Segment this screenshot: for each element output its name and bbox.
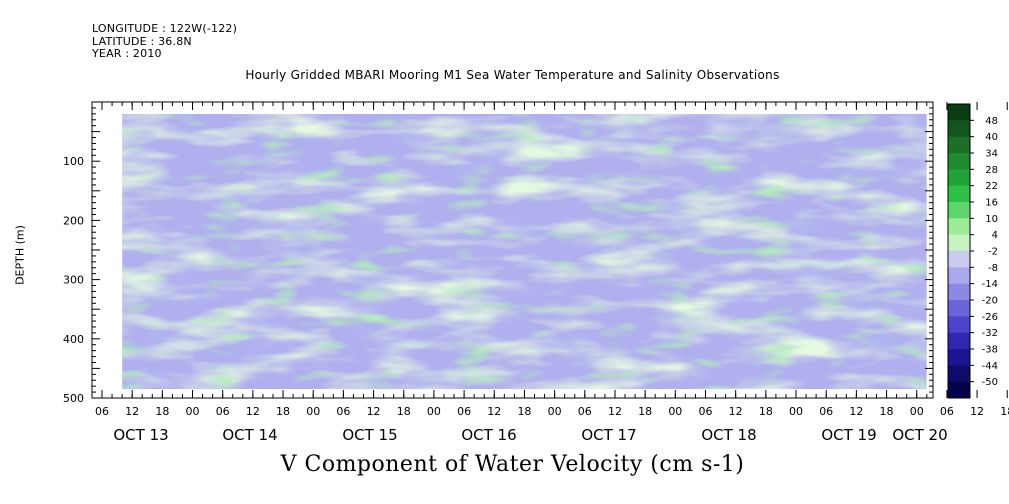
colorbar-label: 34 (985, 149, 998, 160)
colorbar-swatch (948, 120, 970, 138)
x-date-label: OCT 16 (461, 426, 516, 444)
quantity-label-row: V Component of Water Velocity (cm s-1) (0, 452, 1009, 477)
x-date-label: OCT 17 (581, 426, 636, 444)
colorbar-swatch (948, 349, 970, 366)
colorbar-swatch (948, 202, 970, 219)
x-date-label: OCT 13 (113, 426, 168, 444)
colorbar-swatch (948, 169, 970, 187)
x-date-label: OCT 20 (892, 426, 947, 444)
colorbar-swatch (948, 332, 970, 350)
colorbar-label: 28 (985, 165, 998, 176)
colorbar-label: -14 (982, 279, 998, 290)
colorbar-label: -38 (982, 345, 998, 356)
colorbar-swatch (948, 300, 970, 317)
x-hour-tick-label: 12 (970, 405, 984, 418)
x-hour-tick-label: 18 (397, 405, 411, 418)
latitude-label: LATITUDE : 36.8N (92, 34, 192, 48)
chart-title-row: Hourly Gridded MBARI Mooring M1 Sea Wate… (0, 68, 1009, 82)
contour-field (122, 113, 927, 390)
colorbar-swatch (948, 283, 970, 301)
colorbar-swatch (948, 381, 970, 399)
colorbar-swatch (948, 234, 970, 252)
x-hour-tick-label: 06 (940, 405, 954, 418)
metadata-block: LONGITUDE : 122W(-122) LATITUDE : 36.8N … (92, 22, 238, 61)
x-date-label: OCT 18 (701, 426, 756, 444)
colorbar-swatch (948, 104, 970, 121)
colorbar-swatch (948, 267, 970, 285)
colorbar-label: 16 (985, 198, 998, 209)
y-tick-label: 400 (63, 333, 84, 346)
x-hour-tick-label: 12 (608, 405, 622, 418)
y-tick-label: 300 (63, 274, 84, 287)
x-hour-tick-label: 06 (216, 405, 230, 418)
x-hour-tick-label: 06 (699, 405, 713, 418)
chart-title: Hourly Gridded MBARI Mooring M1 Sea Wate… (245, 68, 780, 82)
colorbar-label: 40 (985, 132, 998, 143)
longitude-label: LONGITUDE : 122W(-122) (92, 22, 238, 35)
x-date-label: OCT 14 (222, 426, 277, 444)
x-hour-tick-label: 00 (789, 405, 803, 418)
x-date-label: OCT 19 (821, 426, 876, 444)
colorbar-swatch (948, 153, 970, 170)
y-tick-label: 100 (63, 155, 84, 168)
y-tick-label: 200 (63, 214, 84, 227)
x-hour-tick-label: 18 (155, 405, 169, 418)
x-hour-tick-label: 18 (759, 405, 773, 418)
colorbar-label: 48 (985, 116, 998, 127)
x-hour-tick-label: 06 (95, 405, 109, 418)
colorbar-label: -32 (982, 328, 998, 339)
colorbar-swatch (948, 185, 970, 203)
x-hour-tick-label: 00 (668, 405, 682, 418)
colorbar-swatch (948, 218, 970, 236)
colorbar-label: -20 (982, 296, 998, 307)
x-hour-tick-label: 00 (186, 405, 200, 418)
colorbar-label: -8 (988, 263, 998, 274)
quantity-label: V Component of Water Velocity (cm s-1) (280, 452, 745, 477)
colorbar-label: -44 (982, 361, 998, 372)
x-hour-tick-label: 18 (880, 405, 894, 418)
x-hour-tick-label: 12 (367, 405, 381, 418)
year-label: YEAR : 2010 (92, 47, 162, 60)
x-hour-tick-label: 12 (125, 405, 139, 418)
x-hour-tick-label: 18 (517, 405, 531, 418)
x-hour-tick-label: 18 (276, 405, 290, 418)
colorbar-swatch (948, 365, 970, 383)
colorbar-swatch (948, 316, 970, 334)
x-hour-tick-label: 00 (427, 405, 441, 418)
x-hour-tick-label: 12 (487, 405, 501, 418)
x-hour-tick-label: 12 (729, 405, 743, 418)
x-hour-tick-label: 12 (849, 405, 863, 418)
colorbar-swatch (948, 136, 970, 154)
colorbar-label: -50 (982, 377, 998, 388)
colorbar-label: -2 (988, 247, 998, 258)
colorbar-label: 10 (985, 214, 998, 225)
field-blue-cores (122, 113, 927, 390)
x-hour-tick-label: 00 (548, 405, 562, 418)
x-hour-tick-label: 18 (638, 405, 652, 418)
x-hour-tick-label: 06 (578, 405, 592, 418)
x-date-label: OCT 15 (342, 426, 397, 444)
x-hour-tick-label: 06 (336, 405, 350, 418)
colorbar-label: 22 (985, 181, 998, 192)
x-hour-tick-label: 06 (457, 405, 471, 418)
y-tick-label: 500 (63, 392, 84, 405)
colorbar-label: -26 (982, 312, 998, 323)
colorbar-label: 4 (992, 230, 998, 241)
x-hour-tick-label: 00 (306, 405, 320, 418)
x-hour-tick-label: 18 (1000, 405, 1009, 418)
x-hour-tick-label: 00 (910, 405, 924, 418)
colorbar-swatch (948, 251, 970, 268)
x-hour-tick-label: 06 (819, 405, 833, 418)
x-hour-tick-label: 12 (246, 405, 260, 418)
